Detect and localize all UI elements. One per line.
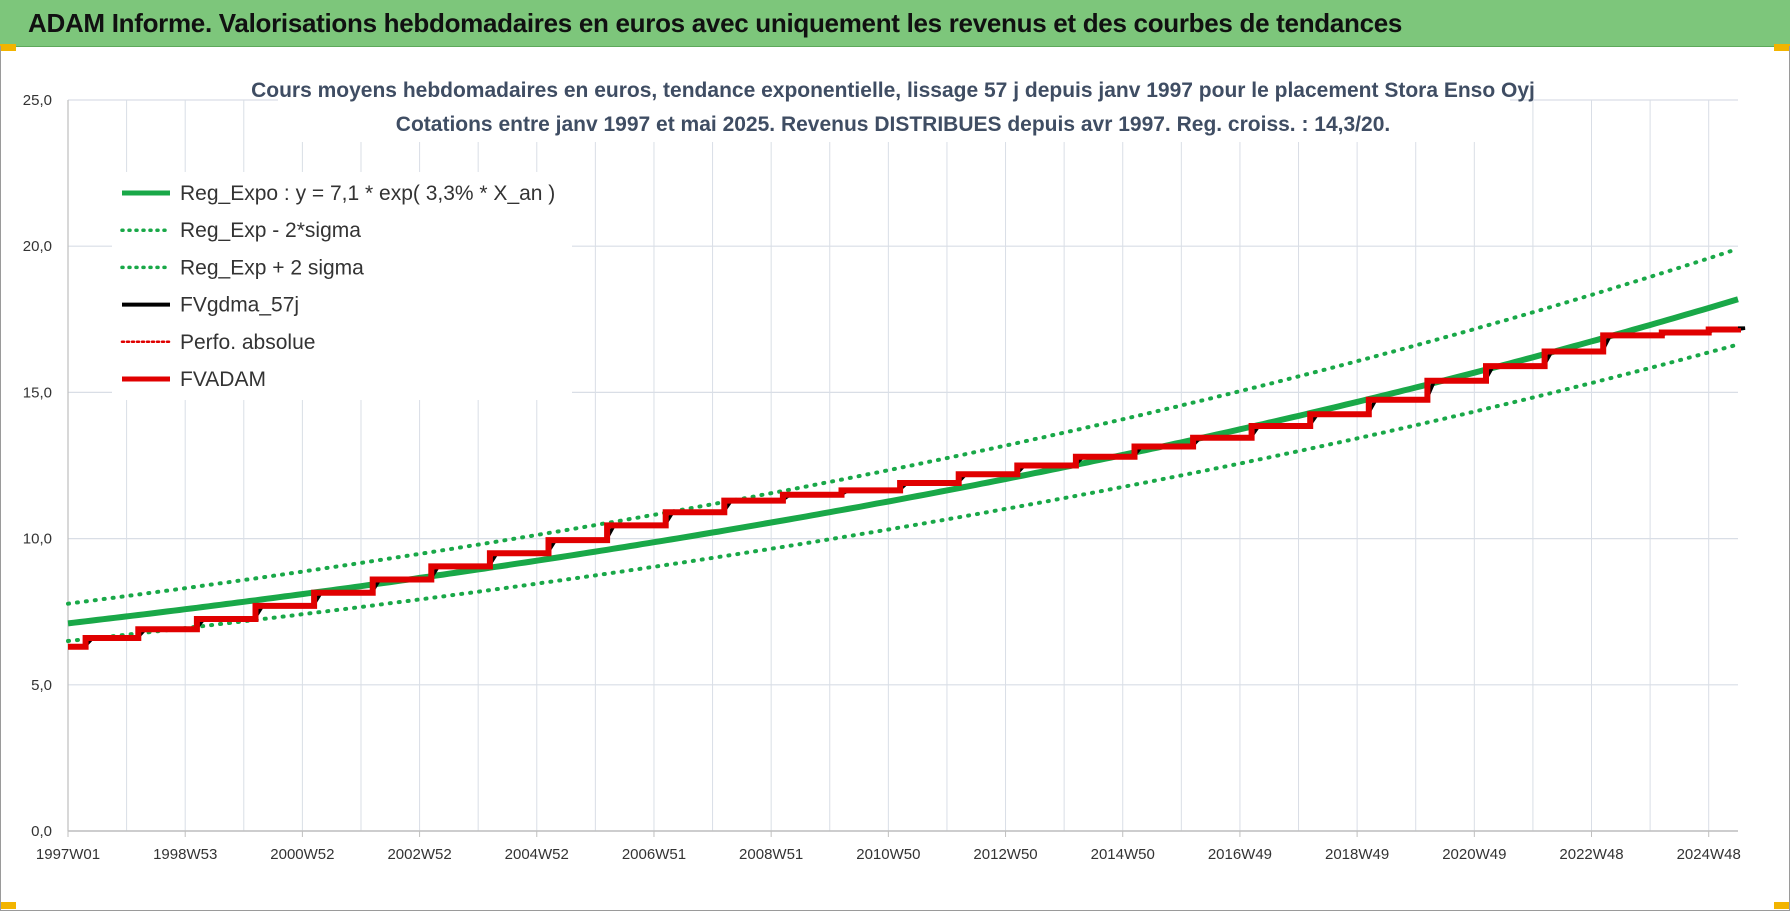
x-tick-label: 2014W50 [1091, 846, 1155, 863]
series-reg-exp-minus-2sigma [66, 342, 1740, 643]
corner-marker-bottom-left [0, 902, 16, 909]
x-tick-label: 2000W52 [270, 846, 334, 863]
legend-label-5: FVADAM [180, 368, 266, 391]
chart-title-line-2: Cotations entre janv 1997 et mai 2025. R… [396, 113, 1390, 136]
x-tick-label: 2016W49 [1208, 846, 1272, 863]
corner-marker-top-left [0, 44, 16, 51]
chart-title-background [278, 70, 1510, 142]
y-tick-label: 10,0 [23, 531, 52, 548]
x-tick-label: 2002W52 [387, 846, 451, 863]
legend-label-4: Perfo. absolue [180, 331, 315, 354]
report-title: ADAM Informe. Valorisations hebdomadaire… [28, 8, 1403, 38]
legend-label-1: Reg_Exp - 2*sigma [180, 219, 361, 242]
y-tick-label: 25,0 [23, 92, 52, 109]
axis-layer: 0,0 5,0 10,0 15,0 20,0 25,0 1997W01 1998W53 2000… [23, 92, 1741, 863]
y-tick-label: 20,0 [23, 238, 52, 255]
corner-marker-top-right [1774, 44, 1790, 51]
y-tick-label: 5,0 [31, 677, 52, 694]
x-tick-label: 2004W52 [505, 846, 569, 863]
report-header: ADAM Informe. Valorisations hebdomadaire… [0, 0, 1790, 47]
x-tick-label: 2020W49 [1442, 846, 1506, 863]
series-fvadam [68, 326, 1741, 650]
x-tick-label: 2010W50 [856, 846, 920, 863]
x-tick-label: 1997W01 [36, 846, 100, 863]
chart-title-block: Cours moyens hebdomadaires en euros, ten… [251, 70, 1535, 142]
x-tick-label: 2006W51 [622, 846, 686, 863]
series-reg-expo [67, 296, 1739, 627]
corner-marker-bottom-right [1774, 902, 1790, 909]
legend-background [112, 172, 572, 400]
x-tick-label: 2018W49 [1325, 846, 1389, 863]
x-tick-label: 2024W48 [1677, 846, 1741, 863]
y-tick-label: 0,0 [31, 823, 52, 840]
legend-label-0: Reg_Expo : y = 7,1 * exp( 3,3% * X_an ) [180, 182, 555, 205]
series-reg-exp-plus-2sigma [66, 246, 1740, 606]
x-tick-label: 2022W48 [1559, 846, 1623, 863]
y-tick-label: 15,0 [23, 384, 52, 401]
x-tick-label: 2008W51 [739, 846, 803, 863]
chart-title-line-1: Cours moyens hebdomadaires en euros, ten… [251, 79, 1535, 102]
x-tick-label: 1998W53 [153, 846, 217, 863]
legend-label-2: Reg_Exp + 2 sigma [180, 256, 364, 279]
legend-label-3: FVgdma_57j [180, 294, 299, 317]
series-layer [66, 246, 1746, 650]
x-tick-label: 2012W50 [973, 846, 1037, 863]
legend: Reg_Expo : y = 7,1 * exp( 3,3% * X_an ) R… [112, 172, 572, 400]
